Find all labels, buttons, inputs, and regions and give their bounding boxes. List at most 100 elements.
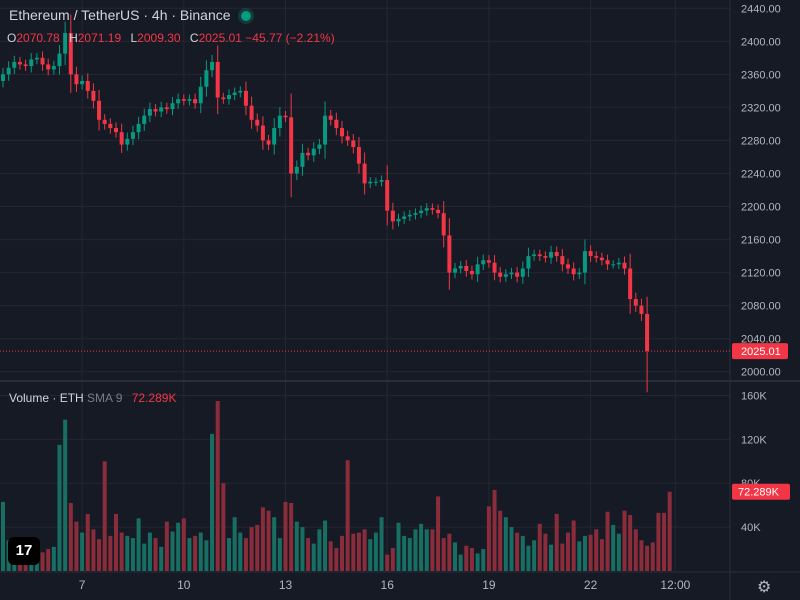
candle[interactable] [46, 58, 51, 76]
candle[interactable] [232, 87, 237, 100]
candle[interactable] [486, 255, 491, 268]
candle[interactable] [17, 56, 22, 70]
candle[interactable] [379, 175, 384, 187]
candle[interactable] [458, 261, 463, 274]
candle[interactable] [108, 118, 113, 134]
candle[interactable] [57, 45, 62, 75]
candle[interactable] [424, 203, 429, 216]
candle[interactable] [181, 94, 186, 106]
candle[interactable] [599, 252, 604, 266]
candle[interactable] [571, 262, 576, 281]
candle[interactable] [611, 260, 616, 269]
candle[interactable] [210, 54, 215, 78]
candle[interactable] [469, 265, 474, 280]
candle[interactable] [40, 51, 45, 71]
candle[interactable] [588, 245, 593, 262]
candle[interactable] [475, 256, 480, 282]
candle[interactable] [340, 121, 344, 144]
tradingview-logo-icon[interactable]: 17 [8, 537, 40, 565]
candle[interactable] [594, 251, 599, 263]
candle[interactable] [255, 113, 260, 132]
candle[interactable] [368, 177, 373, 189]
candle[interactable] [560, 249, 565, 272]
candle[interactable] [419, 205, 424, 219]
candle[interactable] [402, 211, 407, 224]
candle[interactable] [102, 114, 107, 130]
candle[interactable] [543, 251, 548, 263]
candle[interactable] [249, 96, 254, 129]
candle[interactable] [238, 86, 243, 98]
candle[interactable] [537, 249, 542, 261]
candle[interactable] [125, 132, 130, 151]
candle[interactable] [345, 130, 350, 147]
candle[interactable] [311, 142, 316, 162]
candle[interactable] [68, 14, 73, 93]
candle[interactable] [633, 292, 638, 313]
candle[interactable] [577, 267, 582, 279]
candle[interactable] [164, 102, 169, 114]
candle[interactable] [6, 61, 11, 81]
volume-legend[interactable]: Volume · ETH SMA 9 72.289K [9, 391, 176, 405]
candle[interactable] [481, 254, 486, 270]
candle[interactable] [159, 101, 164, 118]
candle[interactable] [390, 202, 395, 230]
candle[interactable] [328, 110, 333, 126]
candle[interactable] [520, 261, 525, 284]
candle[interactable] [193, 93, 198, 109]
candle[interactable] [323, 101, 328, 159]
candle[interactable] [221, 92, 226, 104]
candle[interactable] [515, 267, 520, 283]
candle[interactable] [260, 116, 265, 150]
candle[interactable] [204, 60, 209, 97]
candle[interactable] [23, 59, 28, 71]
candle[interactable] [300, 143, 305, 176]
candle[interactable] [317, 138, 322, 155]
candle[interactable] [430, 203, 435, 215]
candle[interactable] [356, 137, 361, 174]
candle[interactable] [373, 177, 378, 186]
candle[interactable] [639, 298, 644, 321]
candle[interactable] [136, 116, 141, 140]
candle[interactable] [170, 97, 175, 116]
candle[interactable] [582, 239, 587, 285]
candle[interactable] [283, 110, 288, 123]
candle[interactable] [441, 201, 446, 248]
candle[interactable] [334, 112, 339, 136]
candle[interactable] [187, 94, 192, 106]
candle[interactable] [549, 245, 554, 264]
candle[interactable] [1, 67, 5, 88]
candle[interactable] [532, 249, 537, 261]
candle[interactable] [215, 45, 220, 115]
gear-icon[interactable]: ⚙ [757, 579, 772, 596]
candle[interactable] [436, 204, 441, 219]
candle[interactable] [198, 76, 203, 114]
candle[interactable] [554, 246, 559, 262]
candle[interactable] [266, 134, 271, 151]
candle[interactable] [130, 125, 135, 146]
candle[interactable] [80, 75, 85, 90]
candle[interactable] [91, 83, 96, 109]
candle[interactable] [12, 55, 17, 74]
candle[interactable] [277, 107, 282, 137]
candle[interactable] [407, 210, 412, 222]
candle[interactable] [396, 213, 401, 227]
candle[interactable] [464, 260, 469, 277]
candle[interactable] [114, 122, 118, 138]
candle[interactable] [645, 296, 650, 393]
candle[interactable] [616, 257, 621, 270]
candle[interactable] [306, 147, 311, 161]
candle[interactable] [51, 60, 56, 75]
candle[interactable] [413, 208, 418, 220]
candle[interactable] [453, 262, 457, 279]
candle[interactable] [526, 247, 531, 277]
candle[interactable] [509, 267, 514, 279]
candle[interactable] [622, 256, 627, 275]
candle[interactable] [492, 255, 497, 281]
candle[interactable] [29, 53, 34, 73]
candle[interactable] [176, 93, 181, 109]
candle[interactable] [34, 53, 39, 65]
candle[interactable] [385, 165, 390, 226]
candle[interactable] [119, 123, 124, 154]
candle[interactable] [243, 81, 248, 116]
